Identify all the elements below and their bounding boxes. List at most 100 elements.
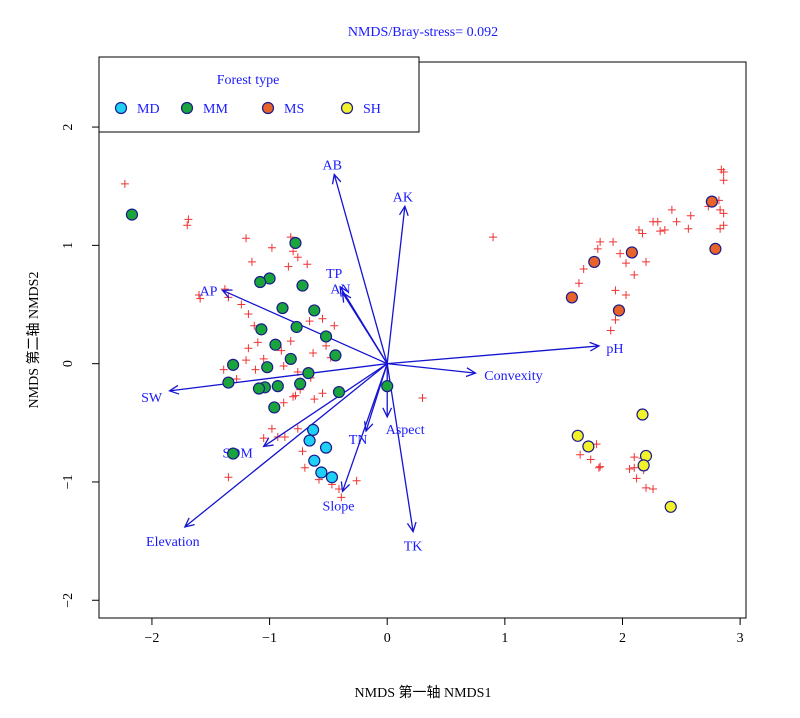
site-point-mm	[294, 377, 307, 390]
species-cross	[318, 389, 327, 398]
species-cross	[667, 205, 676, 214]
species-cross	[194, 291, 203, 300]
vector-arrowhead	[262, 437, 274, 448]
site-point-mm	[289, 236, 302, 250]
vector-label-convexity: Convexity	[484, 369, 542, 384]
species-cross	[219, 365, 228, 374]
vector-arrow-sw	[169, 363, 388, 392]
vector-arrowhead	[183, 517, 195, 528]
site-point-mm	[254, 275, 267, 289]
species-cross	[267, 243, 276, 252]
vector-arrowhead	[363, 421, 374, 433]
species-cross	[305, 317, 314, 326]
axes: −2 −1 0 1 2 3 −2 −1 0 1 2	[61, 124, 744, 646]
legend-box	[98, 56, 420, 133]
legend-label-sh: SH	[363, 102, 381, 117]
species-cross	[259, 354, 268, 363]
species-cross	[267, 424, 276, 433]
site-point-mm	[261, 361, 274, 374]
vector-arrowhead	[340, 481, 351, 493]
vector-arrow-elevation	[184, 363, 388, 528]
vector-arrowhead	[221, 289, 233, 299]
vector-arrowhead	[398, 204, 409, 216]
vector-arrow-som	[263, 363, 388, 448]
species-cross	[237, 300, 246, 309]
species-cross	[309, 349, 318, 358]
species-cross	[611, 286, 620, 295]
vector-arrowhead	[589, 341, 601, 352]
species-cross	[253, 338, 262, 347]
site-point-sh	[571, 429, 584, 442]
species-cross	[719, 209, 728, 218]
vector-label-slope: Slope	[323, 499, 355, 514]
vector-arrowhead	[331, 172, 342, 185]
species-cross	[244, 309, 253, 318]
y-tick-label: 2	[61, 124, 76, 131]
species-cross	[622, 259, 631, 268]
vector-arrow-an	[341, 292, 388, 365]
species-cross	[289, 392, 298, 401]
site-point-md	[325, 471, 339, 484]
species-cross	[330, 321, 339, 330]
site-point-md	[315, 466, 328, 479]
site-point-mm	[227, 447, 240, 460]
site-point-ms	[565, 291, 578, 304]
environment-vectors: ABAKTPANAPpHConvexitySWAspectTNSOMSlopeT…	[141, 158, 623, 554]
species-cross	[196, 294, 205, 303]
species-cross	[684, 224, 693, 233]
species-cross	[609, 237, 618, 246]
site-point-sh	[664, 500, 677, 513]
species-cross	[586, 455, 595, 464]
species-cross	[630, 453, 639, 462]
vector-arrowhead	[382, 407, 393, 419]
vector-arrowhead	[406, 521, 417, 534]
site-points	[125, 195, 722, 513]
vector-arrowhead	[341, 291, 352, 303]
species-cross	[224, 473, 233, 482]
species-cross	[642, 483, 651, 492]
vector-label-aspect: Aspect	[386, 423, 425, 438]
species-cross	[653, 217, 662, 226]
species-cross	[649, 485, 658, 494]
species-cross	[251, 365, 260, 374]
x-tick-label: −2	[144, 631, 159, 646]
species-cross	[596, 462, 605, 471]
species-cross	[632, 474, 641, 483]
legend: Forest type MD MM MS SH	[98, 56, 420, 133]
species-cross	[489, 233, 498, 242]
species-cross	[303, 260, 312, 269]
vector-label-elevation: Elevation	[146, 535, 200, 550]
vector-label-tk: TK	[404, 540, 423, 555]
x-tick-label: 2	[619, 631, 626, 646]
species-cross	[352, 476, 361, 485]
vector-arrow-tk	[386, 363, 414, 532]
vector-arrow-ab	[333, 174, 388, 364]
x-tick-label: 1	[501, 631, 508, 646]
vector-arrow-ak	[386, 206, 406, 364]
species-cross	[616, 249, 625, 258]
y-tick-label: −2	[61, 593, 76, 608]
site-point-ms	[612, 304, 626, 317]
site-point-mm	[252, 382, 266, 395]
species-cross	[277, 346, 286, 355]
vector-arrowhead	[168, 384, 180, 395]
legend-marker-mm	[180, 101, 194, 115]
vector-label-ap: AP	[200, 284, 218, 299]
vector-arrow-ph	[387, 345, 600, 365]
site-point-mm	[302, 367, 315, 380]
species-cross	[672, 217, 681, 226]
x-tick-label: 3	[737, 631, 744, 646]
legend-marker-md	[114, 101, 128, 115]
legend-entries: MD MM MS SH	[114, 101, 381, 117]
legend-label-mm: MM	[203, 102, 228, 117]
vector-arrow-slope	[341, 363, 388, 492]
species-markers	[120, 165, 728, 502]
vector-label-tn: TN	[349, 433, 368, 448]
site-point-mm	[276, 301, 289, 315]
species-cross	[594, 463, 603, 472]
site-point-sh	[636, 408, 649, 421]
species-cross	[576, 450, 585, 459]
species-cross	[242, 356, 251, 365]
species-cross	[280, 433, 289, 442]
